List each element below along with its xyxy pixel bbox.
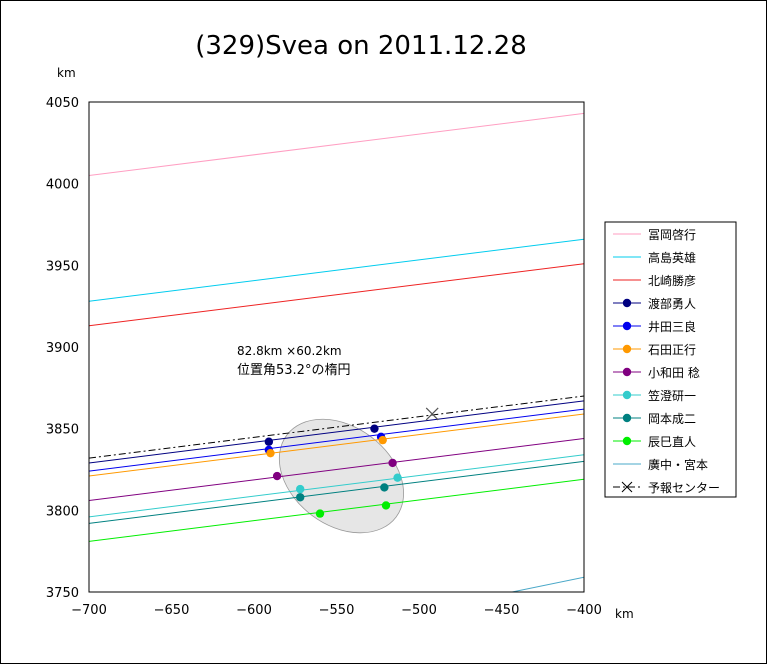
legend-swatch-marker [622,390,632,400]
y-tick-label: 3850 [46,423,79,438]
chord-point [296,484,305,494]
x-tick-label: −400 [566,603,602,618]
series-line [89,112,584,176]
series-line [89,413,584,477]
legend-label: 渡部勇人 [648,296,696,311]
chord-point [388,458,397,468]
y-tick-label: 3950 [46,259,79,274]
legend-swatch-marker [622,436,632,446]
annotation-size-text: 82.8km ×60.2km [237,344,342,358]
legend-label: 辰巳直人 [648,435,696,449]
legend-label: 石田正行 [648,343,696,357]
x-tick-labels: −700 −650 −600 −550 −500 −450 −400 [71,603,602,618]
chord-point [266,448,275,458]
occultation-ellipse [278,418,404,534]
chord-point [370,424,379,433]
legend-label: 予報センター [648,481,720,495]
legend-label: 小和田 稔 [648,366,700,380]
legend-swatch-marker [622,413,632,423]
y-tick-label: 4050 [46,96,79,111]
legend-label: 井田三良 [648,319,696,334]
chord-point [315,509,325,518]
x-tick-label: −650 [154,603,190,618]
series-line [89,238,584,302]
legend-box [604,221,737,498]
plot-area-border [88,101,585,593]
annotation-angle-text: 位置角53.2°の楕円 [237,363,350,378]
legend-label: 笠澄研一 [648,388,696,403]
legend-swatch-marker [621,481,633,493]
series-line [89,400,584,464]
ellipse-annotation: 82.8km ×60.2km 位置角53.2°の楕円 [237,344,350,378]
y-tick-label: 3800 [46,504,79,519]
series-line [89,478,584,542]
chord-point [264,437,274,446]
y-tick-labels: 3750 3800 3850 3900 3950 4000 4050 [46,96,79,601]
legend-swatch-marker [622,367,632,377]
y-tick-label: 3900 [46,341,79,356]
chart-title: (329)Svea on 2011.12.28 [195,31,527,61]
chord-point [381,501,391,510]
legend-label: 冨岡啓行 [648,227,696,242]
x-tick-label: −500 [401,603,437,618]
chord-point [380,483,389,492]
x-tick-label: −550 [319,603,355,618]
series-line [89,408,584,472]
series-line [89,437,584,502]
x-tick-label: −600 [236,603,272,618]
x-axis-unit-label: km [615,607,634,621]
x-tick-label: −450 [484,603,520,618]
legend-label: 北崎勝彦 [648,273,696,288]
legend-swatch-marker [622,321,632,331]
prediction-marker [425,407,439,421]
chord-point [296,493,305,502]
chord-point [272,471,282,481]
y-tick-label: 4000 [46,178,79,193]
x-tick-label: −700 [71,603,107,618]
legend-label: 高島英雄 [648,250,696,265]
series-line [509,576,584,592]
legend-label: 岡本成二 [648,412,696,426]
series-line [89,460,584,524]
series-line [89,263,584,327]
legend-label: 廣中・宮本 [648,457,708,472]
series-line [89,454,584,518]
plot-content [89,112,584,592]
chord-point [378,435,387,445]
y-axis-unit-label: km [57,66,76,80]
y-tick-label: 3750 [46,586,79,601]
legend-swatch-marker [622,298,632,308]
legend-swatch-marker [622,344,632,354]
chord-point [393,473,402,482]
series-line [89,395,584,459]
